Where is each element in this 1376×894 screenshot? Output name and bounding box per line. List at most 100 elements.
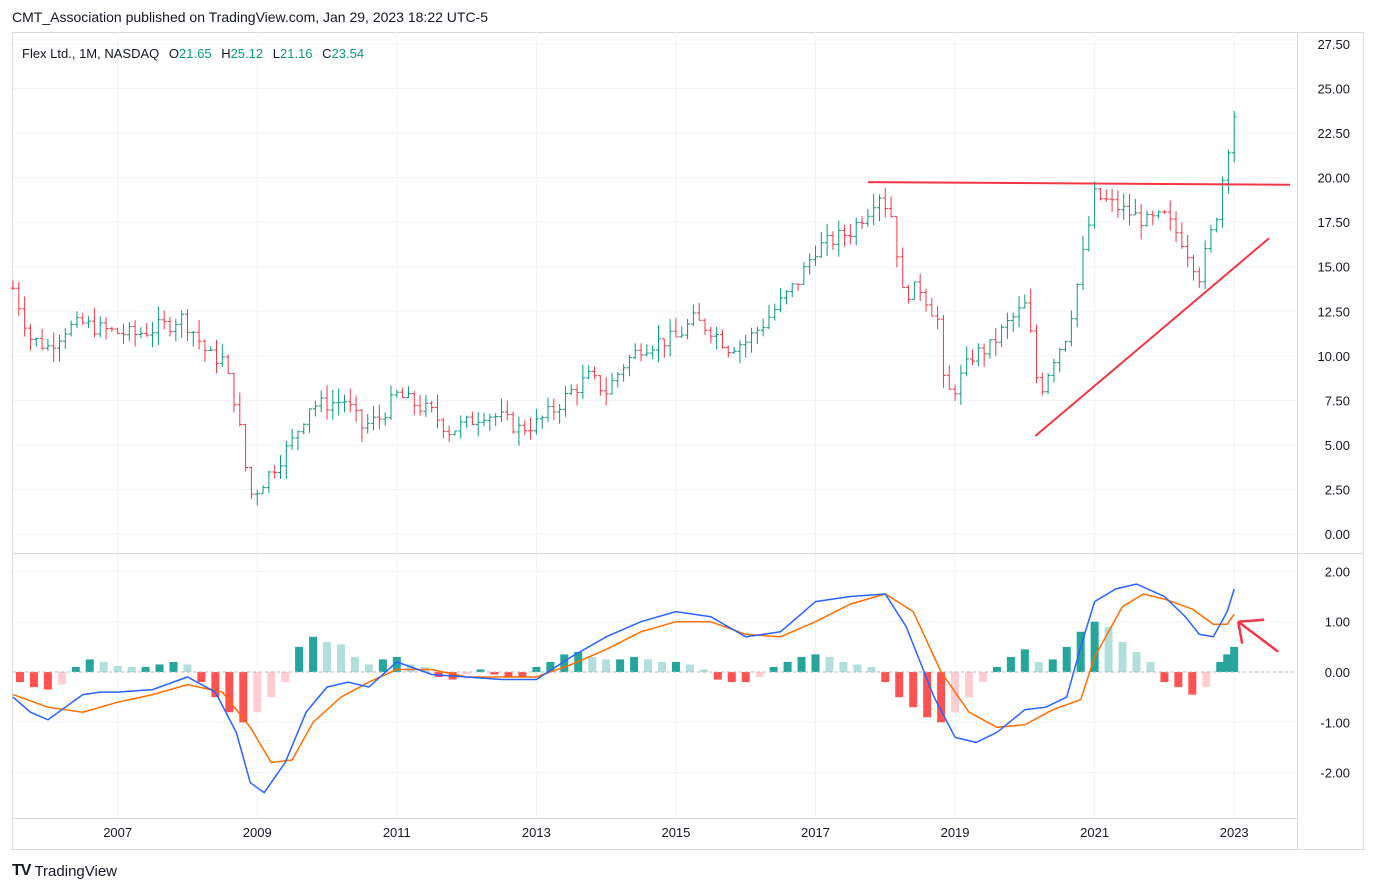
ohlc-bar [190, 330, 196, 347]
ohlc-bar [783, 290, 789, 305]
macd-line [12, 583, 1235, 794]
ohlc-bar [580, 364, 586, 399]
ohlc-bar [138, 327, 144, 339]
ohlc-bar [725, 345, 731, 358]
ohlc-bar [312, 400, 318, 417]
ohlc-bar [807, 253, 813, 275]
ohlc-bar [586, 365, 592, 380]
ohlc-bar [62, 328, 68, 349]
price-tick-label: 22.50 [1317, 126, 1350, 141]
macd-histogram-bar [43, 672, 52, 690]
macd-histogram-bar [811, 654, 820, 672]
macd-histogram-bar [1048, 659, 1057, 672]
price-tick-label: 25.00 [1317, 82, 1350, 97]
ohlc-bar [1068, 310, 1074, 347]
time-tick-label: 2021 [1080, 825, 1109, 840]
ohlc-bar [911, 281, 917, 300]
macd-histogram-bar [1188, 672, 1197, 695]
ohlc-bar [225, 354, 231, 374]
macd-histogram-bar [1062, 646, 1071, 672]
ohlc-bar [278, 455, 283, 479]
macd-histogram-bar [616, 659, 625, 672]
legend-open-label: O [168, 46, 180, 61]
ohlc-bar [1022, 294, 1028, 309]
ohlc-bar [68, 320, 74, 337]
ohlc-bar [836, 220, 842, 257]
macd-histogram-bar [1118, 641, 1127, 672]
ohlc-bar [429, 400, 435, 413]
ohlc-bar [708, 326, 714, 344]
ohlc-bar [1179, 222, 1185, 249]
ohlc-bar [510, 411, 516, 434]
ohlc-bar [504, 400, 510, 421]
ohlc-bar [347, 388, 353, 413]
arrow-head-bottom [1236, 621, 1244, 644]
macd-histogram-bar [211, 672, 220, 698]
ohlc-bar [853, 217, 859, 246]
arrow-annotation [1236, 618, 1279, 653]
macd-histogram-bar [546, 661, 555, 672]
ohlc-bar [1080, 235, 1086, 291]
macd-histogram-bar [197, 672, 206, 683]
macd-tick-label: 2.00 [1325, 564, 1350, 579]
ohlc-bar [993, 327, 999, 357]
macd-histogram-bar [155, 664, 164, 672]
brand-footer[interactable]: TV TradingView [12, 862, 117, 880]
ohlc-bar [167, 316, 173, 337]
time-tick-label: 2023 [1220, 825, 1249, 840]
ohlc-bar [1097, 187, 1103, 201]
ohlc-bar [597, 374, 603, 396]
ohlc-bar [1150, 210, 1156, 226]
ohlc-bar [440, 417, 446, 439]
ohlc-bar [1103, 189, 1109, 202]
macd-histogram-bar [504, 672, 513, 678]
time-tick-label: 2011 [383, 825, 411, 840]
time-tick-label: 2015 [661, 825, 690, 840]
macd-histogram-bar [923, 672, 932, 718]
ohlc-bar [1156, 210, 1162, 219]
ohlc-bar [1144, 210, 1150, 227]
ohlc-bar [975, 343, 981, 367]
ohlc-bar [498, 398, 504, 422]
ohlc-bar [1161, 209, 1167, 214]
ohlc-bar [1214, 217, 1220, 233]
ohlc-bar [940, 314, 946, 388]
ohlc-bar [336, 388, 342, 416]
ohlc-bar [324, 385, 330, 420]
macd-histogram-bar [644, 659, 653, 672]
ohlc-bar [847, 224, 853, 245]
ohlc-bar [469, 411, 475, 425]
ohlc-bar [39, 328, 45, 351]
ohlc-bar [272, 465, 278, 479]
ohlc-bar [690, 304, 696, 327]
macd-histogram-bar [560, 654, 569, 672]
ohlc-bar [568, 384, 574, 395]
ohlc-bar [871, 193, 877, 226]
ohlc-bar [615, 372, 621, 388]
rising-support-trendline [1034, 237, 1270, 437]
ohlc-bar [57, 334, 63, 362]
ohlc-bar [731, 346, 737, 355]
legend-open-value: 21.65 [179, 46, 212, 61]
macd-histogram-bar [239, 672, 248, 723]
ohlc-bar [446, 425, 452, 442]
ohlc-bar [1004, 312, 1010, 339]
ohlc-bar [766, 304, 772, 330]
macd-histogram-bar [295, 646, 304, 672]
macd-histogram-bar [727, 672, 736, 683]
ohlc-bar [1115, 190, 1121, 218]
ohlc-bar [894, 215, 900, 268]
macd-histogram-bar [657, 661, 666, 672]
ohlc-bar [365, 413, 371, 434]
ohlc-bar [935, 305, 941, 330]
ohlc-bar [557, 403, 563, 424]
ohlc-bar [376, 404, 382, 430]
macd-histogram-bar [85, 659, 94, 672]
ohlc-bar [551, 398, 557, 420]
ohlc-bar [1132, 198, 1138, 216]
macd-histogram-bar [113, 665, 122, 672]
ohlc-bar [394, 389, 400, 398]
tradingview-logo-icon: TV [12, 862, 31, 879]
price-tick-label: 7.50 [1325, 393, 1350, 408]
